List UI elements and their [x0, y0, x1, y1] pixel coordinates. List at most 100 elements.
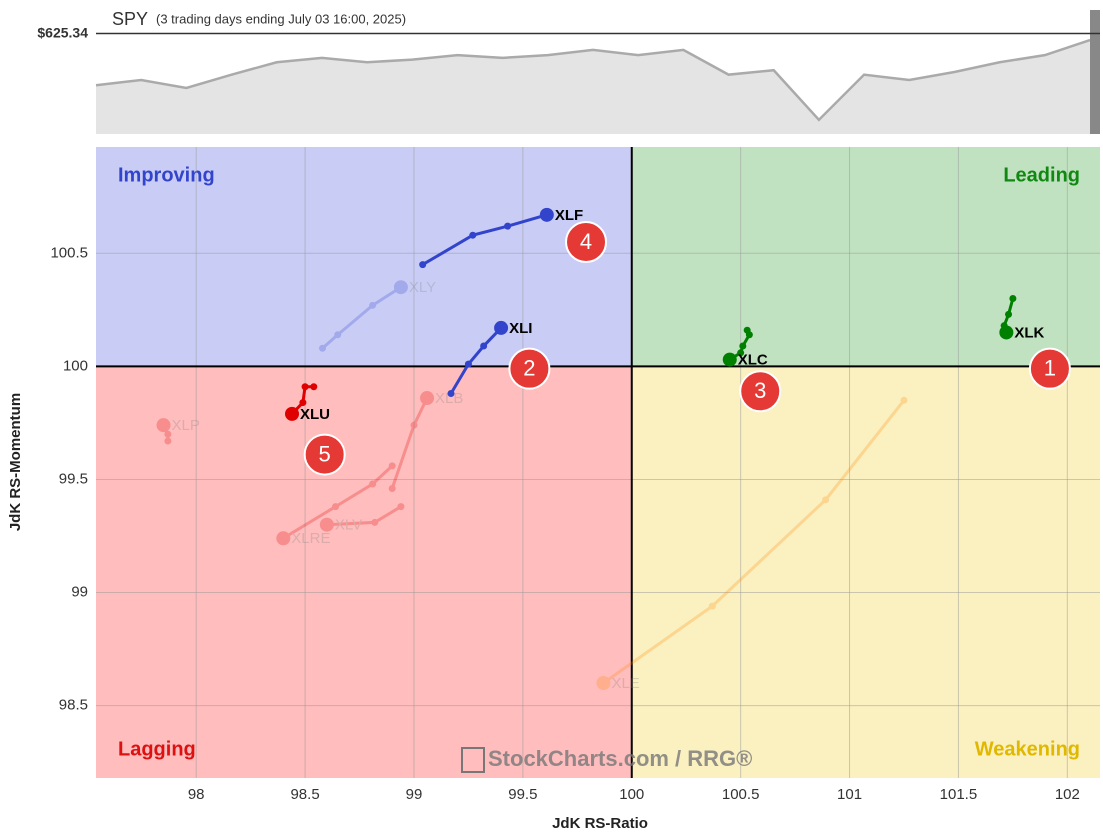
tail-point	[164, 437, 172, 445]
head-point	[420, 391, 435, 406]
spark-line	[95, 38, 1091, 122]
tail-point	[318, 344, 326, 352]
tail-point	[419, 261, 427, 269]
series: XLB	[388, 390, 463, 493]
head-point	[999, 325, 1014, 340]
head-point	[319, 517, 334, 532]
tail-point	[164, 430, 172, 438]
y-tick-label: 99.5	[59, 470, 88, 487]
badge	[739, 370, 782, 413]
quadrant-label: Weakening	[975, 738, 1080, 760]
series: XLRE	[276, 462, 396, 547]
tail-point	[822, 496, 830, 504]
series-label: XLY	[409, 279, 436, 296]
tail-point	[900, 396, 908, 404]
series: XLI	[447, 320, 532, 398]
badge-label: 1	[1044, 355, 1056, 380]
head-point	[393, 280, 408, 295]
head-point	[539, 207, 554, 222]
tail-line	[390, 397, 429, 489]
series-label: XLB	[435, 390, 463, 407]
x-tick-label: 99.5	[508, 786, 537, 803]
tail-point	[397, 503, 405, 511]
series-label: XLP	[172, 417, 200, 434]
head-point	[596, 676, 611, 691]
tail-point	[739, 342, 747, 350]
tail-point	[388, 485, 396, 493]
tail-line	[321, 285, 402, 350]
tail-line	[421, 213, 548, 266]
tail-point	[369, 480, 377, 488]
tail-point	[299, 399, 307, 407]
badge-label: 5	[319, 441, 331, 466]
spark-title: SPY	[112, 9, 148, 29]
tail-point	[332, 503, 340, 511]
x-tick-label: 101.5	[940, 786, 978, 803]
tail-point	[1005, 310, 1013, 318]
spark-subtitle: (3 trading days ending July 03 16:00, 20…	[156, 11, 406, 26]
series: XLE	[596, 396, 908, 692]
series: XLC	[722, 326, 768, 369]
y-axis-label: JdK RS-Momentum	[7, 393, 24, 531]
series: XLF	[419, 207, 583, 269]
series-label: XLK	[1014, 324, 1044, 341]
series-label: XLF	[555, 207, 583, 224]
y-tick-label: 100	[63, 357, 88, 374]
watermark: StockCharts.com / RRG®	[488, 746, 752, 771]
tail-line	[290, 385, 314, 415]
tail-point	[388, 462, 396, 470]
badge-label: 2	[523, 355, 535, 380]
x-tick-label: 101	[837, 786, 862, 803]
x-tick-label: 100.5	[722, 786, 760, 803]
head-point	[285, 406, 300, 421]
x-tick-label: 102	[1055, 786, 1080, 803]
tail-line	[602, 399, 906, 685]
series: XLK	[999, 295, 1045, 341]
quadrant	[631, 366, 1100, 778]
tail-point	[464, 360, 472, 368]
tail-line	[449, 326, 503, 395]
spark-area	[96, 40, 1090, 134]
quadrant	[96, 147, 632, 367]
series-label: XLU	[300, 406, 330, 423]
watermark-icon	[461, 747, 485, 773]
x-tick-label: 98	[188, 786, 205, 803]
series-label: XLRE	[291, 530, 330, 547]
tail-point	[310, 383, 318, 391]
y-tick-label: 98.5	[59, 697, 88, 714]
badge	[303, 433, 346, 476]
head-point	[156, 418, 171, 433]
head-point	[494, 320, 509, 335]
series-label: XLC	[738, 352, 768, 369]
tail-point	[708, 602, 716, 610]
badge	[508, 347, 551, 390]
series: XLV	[319, 503, 405, 534]
x-tick-label: 99	[406, 786, 423, 803]
tail-point	[301, 383, 309, 391]
quadrant-label: Leading	[1003, 164, 1080, 186]
series-label: XLE	[611, 675, 639, 692]
tail-point	[371, 518, 379, 526]
quadrant-label: Improving	[118, 164, 215, 186]
tail-line	[326, 505, 402, 527]
tail-point	[447, 390, 455, 398]
badge-label: 3	[754, 378, 766, 403]
tail-point	[737, 349, 745, 357]
tail-line	[282, 464, 394, 540]
tail-point	[480, 342, 488, 350]
tail-point	[369, 301, 377, 309]
series: XLU	[285, 383, 330, 423]
current-bar	[1090, 10, 1100, 134]
y-tick-label: 100.5	[50, 244, 88, 261]
price-label: $625.34	[37, 24, 88, 40]
tail-line	[162, 424, 170, 442]
series-label: XLV	[335, 517, 362, 534]
badge	[565, 220, 608, 263]
head-point	[722, 352, 737, 367]
x-tick-label: 98.5	[290, 786, 319, 803]
series: XLY	[318, 279, 436, 352]
tail-point	[745, 331, 753, 339]
x-axis-label: JdK RS-Ratio	[552, 815, 648, 832]
